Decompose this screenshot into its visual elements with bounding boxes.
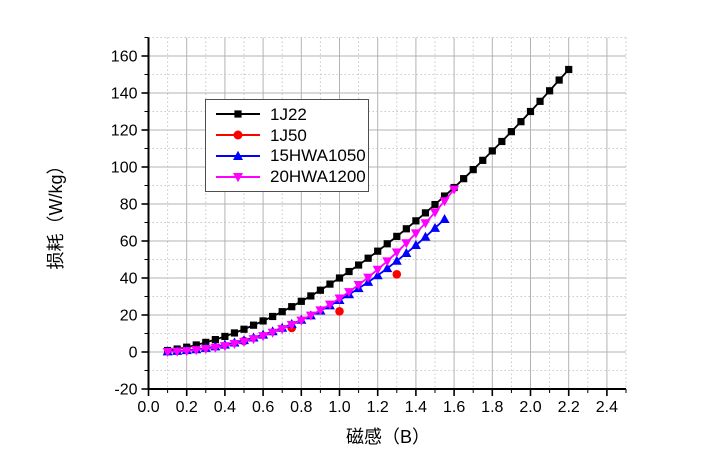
legend-label: 1J50 (270, 125, 307, 145)
tick-labels: 0.0 0.2 0.4 0.6 0.8 1.0 1.2 1.4 1.6 1.8 2.0 2.2 2.4 -… (111, 49, 618, 417)
legend-item-15hwa1050: 15HWA1050 (215, 146, 366, 167)
svg-text:0.8: 0.8 (290, 399, 312, 416)
legend-marker-circle-icon (216, 130, 260, 140)
legend-label: 1J22 (270, 104, 307, 124)
y-axis-title: 损耗（W/kg） (46, 156, 66, 269)
svg-text:120: 120 (111, 123, 138, 140)
series-20HWA1200 (162, 185, 460, 358)
legend: 1J22 1J50 15HWA1050 20HWA1200 (205, 99, 369, 192)
axes (147, 37, 626, 390)
svg-text:0: 0 (129, 345, 138, 362)
svg-text:1.2: 1.2 (367, 399, 389, 416)
svg-text:1.6: 1.6 (443, 399, 465, 416)
svg-text:60: 60 (120, 234, 138, 251)
svg-text:20: 20 (120, 308, 138, 325)
svg-text:2.2: 2.2 (558, 399, 580, 416)
legend-marker-square-icon (216, 110, 260, 118)
axis-ticks (141, 37, 627, 396)
legend-item-20hwa1200: 20HWA1200 (215, 166, 366, 187)
legend-item-1j22: 1J22 (215, 104, 359, 125)
svg-text:1.8: 1.8 (481, 399, 503, 416)
svg-text:2.4: 2.4 (596, 399, 618, 416)
legend-item-1j50: 1J50 (215, 125, 359, 146)
major-gridlines (148, 37, 626, 389)
svg-text:1.4: 1.4 (405, 399, 427, 416)
svg-text:160: 160 (111, 49, 138, 66)
legend-label: 15HWA1050 (270, 146, 366, 166)
x-axis-title: 磁感（B） (346, 427, 430, 447)
svg-text:0.4: 0.4 (214, 399, 236, 416)
svg-text:1.0: 1.0 (328, 399, 350, 416)
legend-marker-triangle-down-icon (216, 172, 260, 182)
legend-label: 20HWA1200 (270, 167, 366, 187)
svg-text:0.0: 0.0 (137, 399, 159, 416)
svg-text:2.0: 2.0 (519, 399, 541, 416)
svg-text:-20: -20 (114, 382, 137, 399)
svg-text:100: 100 (111, 160, 138, 177)
legend-marker-triangle-up-icon (216, 150, 260, 160)
svg-text:0.2: 0.2 (176, 399, 198, 416)
minor-gridlines (148, 37, 627, 389)
svg-text:80: 80 (120, 197, 138, 214)
svg-text:140: 140 (111, 86, 138, 103)
svg-text:40: 40 (120, 271, 138, 288)
svg-text:0.6: 0.6 (252, 399, 274, 416)
